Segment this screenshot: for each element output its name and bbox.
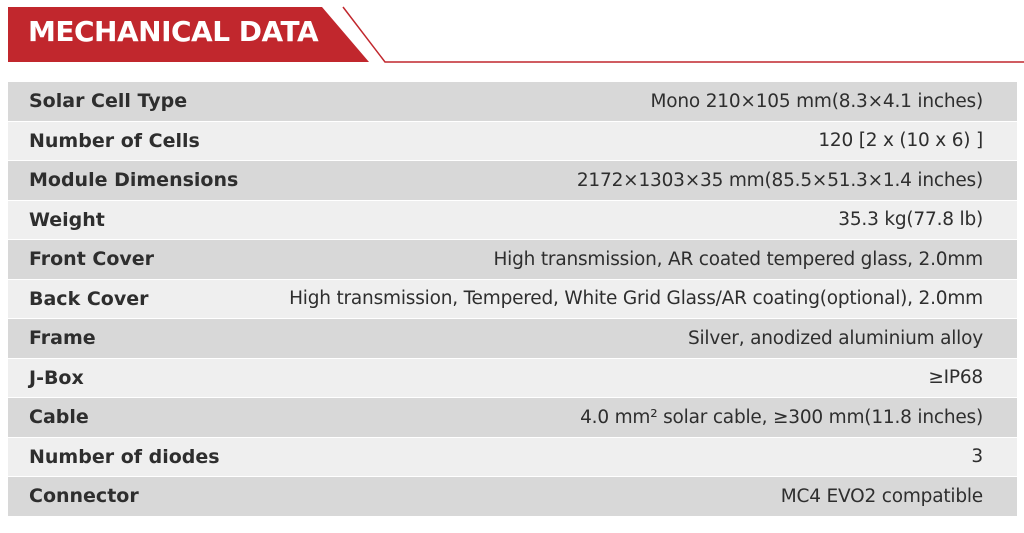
header-banner-shape	[8, 6, 1024, 63]
row-value: Silver, anodized aluminium alloy	[687, 327, 983, 349]
row-value: MC4 EVO2 compatible	[780, 485, 983, 507]
row-value: High transmission, AR coated tempered gl…	[493, 248, 983, 270]
row-value: High transmission, Tempered, White Grid …	[289, 288, 983, 310]
row-value: 2172×1303×35 mm(85.5×51.3×1.4 inches)	[576, 169, 983, 191]
row-label: Solar Cell Type	[29, 90, 188, 113]
table-row: Solar Cell Type Mono 210×105 mm(8.3×4.1 i…	[8, 82, 1017, 122]
row-label: Weight	[29, 208, 105, 231]
row-value: ≥IP68	[928, 367, 983, 389]
section-title: MECHANICAL DATA	[28, 15, 319, 48]
section-header: MECHANICAL DATA	[0, 0, 1024, 70]
row-label: Frame	[29, 327, 96, 350]
table-row: Connector MC4 EVO2 compatible	[8, 477, 1017, 517]
row-value: Mono 210×105 mm(8.3×4.1 inches)	[650, 90, 984, 112]
table-row: J-Box ≥IP68	[8, 358, 1017, 398]
table-row: Module Dimensions 2172×1303×35 mm(85.5×51…	[8, 161, 1017, 201]
table-row: Weight 35.3 kg(77.8 lb)	[8, 200, 1017, 240]
table-row: Number of Cells 120 [2 x (10 x 6) ]	[8, 121, 1017, 161]
row-label: Connector	[29, 485, 139, 508]
mechanical-data-table: Solar Cell Type Mono 210×105 mm(8.3×4.1 i…	[8, 82, 1017, 517]
row-label: Cable	[29, 406, 89, 429]
row-label: Number of diodes	[29, 445, 220, 468]
row-label: Module Dimensions	[29, 169, 239, 192]
table-row: Front Cover High transmission, AR coated …	[8, 240, 1017, 280]
row-label: Back Cover	[29, 287, 149, 310]
row-label: Number of Cells	[29, 129, 200, 152]
row-label: Front Cover	[29, 248, 155, 271]
table-row: Number of diodes 3	[8, 437, 1017, 477]
row-value: 120 [2 x (10 x 6) ]	[818, 130, 983, 152]
table-row: Frame Silver, anodized aluminium alloy	[8, 319, 1017, 359]
row-value: 4.0 mm² solar cable, ≥300 mm(11.8 inches…	[580, 406, 983, 428]
row-label: J-Box	[29, 366, 84, 389]
table-row: Back Cover High transmission, Tempered, W…	[8, 279, 1017, 319]
row-value: 3	[971, 446, 983, 468]
row-value: 35.3 kg(77.8 lb)	[838, 209, 983, 231]
table-row: Cable 4.0 mm² solar cable, ≥300 mm(11.8 i…	[8, 398, 1017, 438]
